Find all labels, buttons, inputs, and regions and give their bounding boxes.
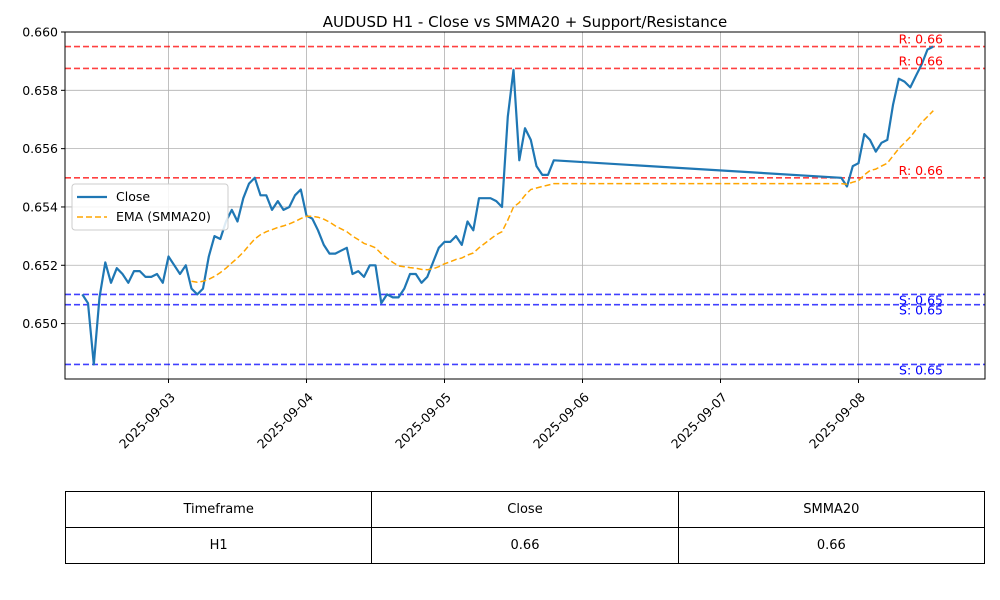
close-series-line	[81, 45, 934, 366]
x-tick-label: 2025-09-06	[530, 390, 592, 452]
table-cell: 0.66	[677, 527, 986, 564]
table-header-cell: Close	[371, 491, 679, 528]
y-tick-label: 0.656	[22, 141, 58, 156]
x-tick-label: 2025-09-04	[254, 390, 316, 452]
level-labels: R: 0.66R: 0.66R: 0.66S: 0.65S: 0.65S: 0.…	[899, 32, 943, 378]
y-tick-label: 0.652	[22, 258, 58, 273]
resistance-label: R: 0.66	[899, 32, 943, 47]
legend-box	[71, 183, 229, 231]
y-tick-label: 0.654	[22, 199, 58, 214]
y-tick-label: 0.660	[22, 25, 58, 40]
table-cell: 0.66	[371, 527, 679, 564]
support-label: S: 0.65	[899, 292, 943, 307]
plot-frame	[64, 31, 986, 380]
y-tick-label: 0.658	[22, 83, 58, 98]
support-label: S: 0.65	[899, 362, 943, 377]
support-label: S: 0.65	[899, 303, 943, 318]
y-tick-label: 0.650	[22, 316, 58, 331]
table-header-cell: SMMA20	[677, 491, 986, 528]
series-lines	[81, 45, 934, 366]
resistance-label: R: 0.66	[899, 163, 943, 178]
axes: 2025-09-03 2025-09-04 2025-09-05 2025-09-06…	[22, 25, 868, 452]
table-row: H1 0.66 0.66	[64, 527, 986, 564]
ema-series-line	[191, 110, 934, 283]
legend: Close EMA (SMMA20)	[71, 183, 229, 231]
x-tick-label: 2025-09-07	[668, 390, 730, 452]
chart-title: AUDUSD H1 - Close vs SMMA20 + Support/Re…	[323, 13, 728, 31]
table-cell: H1	[64, 527, 373, 564]
legend-ema-label: EMA (SMMA20)	[116, 209, 211, 224]
table-header-row: Timeframe Close SMMA20	[64, 491, 986, 528]
resistance-label: R: 0.66	[899, 53, 943, 68]
legend-close-label: Close	[116, 189, 150, 204]
table-header-cell: Timeframe	[64, 491, 373, 528]
x-tick-label: 2025-09-05	[392, 390, 454, 452]
summary-table: Timeframe Close SMMA20 H1 0.66 0.66	[64, 491, 986, 564]
x-tick-label: 2025-09-08	[806, 390, 868, 452]
x-tick-label: 2025-09-03	[116, 390, 178, 452]
line-chart: AUDUSD H1 - Close vs SMMA20 + Support/Re…	[22, 13, 986, 452]
